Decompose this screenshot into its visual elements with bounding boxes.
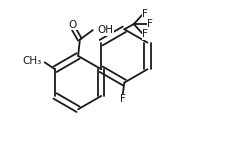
Text: OH: OH	[97, 25, 112, 35]
Text: F: F	[141, 9, 147, 19]
Text: F: F	[147, 19, 152, 29]
Text: F: F	[141, 29, 147, 39]
Text: F: F	[119, 94, 125, 104]
Text: CH₃: CH₃	[22, 56, 41, 66]
Text: O: O	[69, 20, 77, 30]
